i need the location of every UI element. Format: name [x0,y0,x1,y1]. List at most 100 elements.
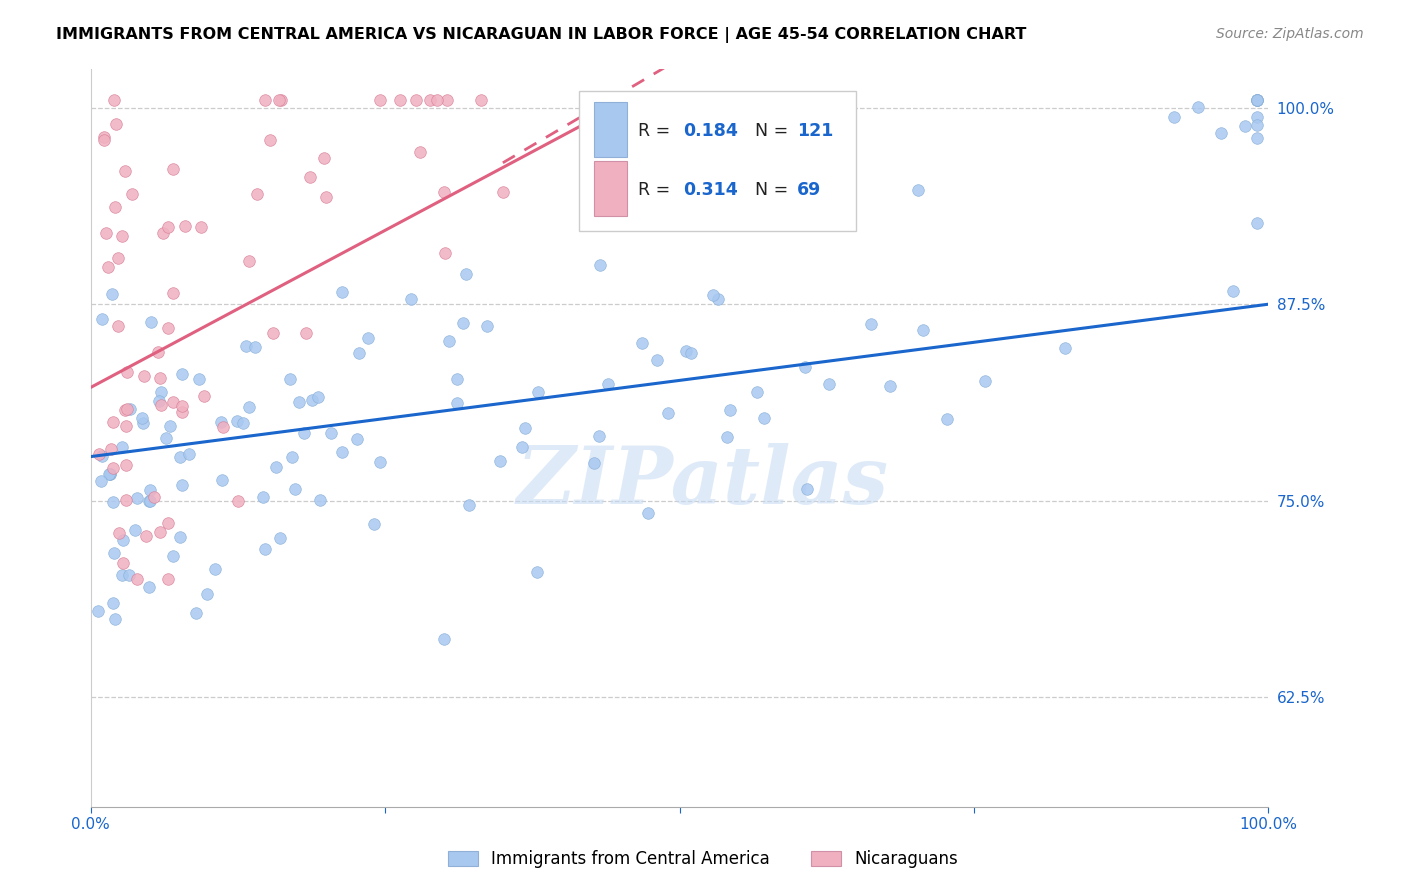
Point [149,398,172,412]
Point [510,441,533,455]
Point [138,580,160,594]
Point [706,292,728,306]
Point [169,450,191,465]
Point [388,93,411,107]
Point [103,201,125,215]
Point [148,394,170,409]
Point [477,319,499,334]
Point [332,285,354,299]
Point [368,93,391,107]
Point [1246,93,1268,107]
Point [718,403,741,417]
Point [973,374,995,388]
Point [97,467,120,481]
Point [209,415,232,429]
Point [232,416,254,430]
Point [793,359,815,374]
Text: R =: R = [638,122,676,140]
Text: ZIPatlas: ZIPatlas [517,443,889,521]
Point [269,532,291,546]
Point [246,187,269,202]
Point [859,317,882,331]
Point [1211,126,1233,140]
Point [288,395,311,409]
Point [451,316,474,330]
Point [470,93,492,107]
Point [157,572,180,586]
Point [589,258,612,272]
Point [98,467,121,482]
Bar [579,91,856,231]
Point [94,227,117,241]
Point [149,371,172,385]
Point [796,482,818,496]
Point [115,402,138,417]
Point [1187,100,1209,114]
Point [513,421,536,435]
Point [162,161,184,176]
Point [457,498,479,512]
Point [111,567,134,582]
Point [162,395,184,409]
Point [150,384,173,399]
Point [259,133,281,147]
Point [172,405,194,419]
Point [114,163,136,178]
Text: N =: N = [744,181,794,200]
Point [173,219,195,234]
Point [1246,93,1268,107]
Point [238,400,260,414]
Point [226,493,249,508]
Point [190,219,212,234]
Point [299,170,322,185]
Point [912,323,935,337]
Point [637,506,659,520]
Point [134,368,156,383]
Point [204,562,226,576]
Point [100,442,122,457]
Point [907,183,929,197]
Point [409,145,432,160]
Point [87,604,110,618]
Point [434,245,457,260]
Point [125,491,148,505]
Point [598,376,620,391]
Point [301,393,323,408]
Point [1246,93,1268,107]
Point [419,93,441,107]
Point [156,219,179,234]
Point [101,461,124,475]
Point [818,377,841,392]
Point [363,517,385,532]
Point [292,425,315,440]
Point [357,330,380,344]
Point [489,454,512,468]
Point [254,93,277,107]
Point [319,425,342,440]
Point [115,458,138,472]
Text: 0.184: 0.184 [683,122,738,140]
Text: IMMIGRANTS FROM CENTRAL AMERICA VS NICARAGUAN IN LABOR FORCE | AGE 45-54 CORRELA: IMMIGRANTS FROM CENTRAL AMERICA VS NICAR… [56,27,1026,43]
Point [225,414,247,428]
Point [121,186,143,201]
Point [370,455,392,469]
Point [103,93,125,107]
Point [193,389,215,403]
Point [105,116,128,130]
Point [238,253,260,268]
Text: 69: 69 [797,181,821,200]
Point [135,529,157,543]
Point [405,93,427,107]
Point [526,566,548,580]
Point [162,549,184,563]
Point [281,450,304,465]
Point [245,340,267,354]
Point [1246,110,1268,124]
Point [631,336,654,351]
Point [752,411,775,425]
Point [139,494,162,508]
Point [155,431,177,445]
Point [170,399,193,413]
Point [446,372,468,386]
Point [426,93,449,107]
